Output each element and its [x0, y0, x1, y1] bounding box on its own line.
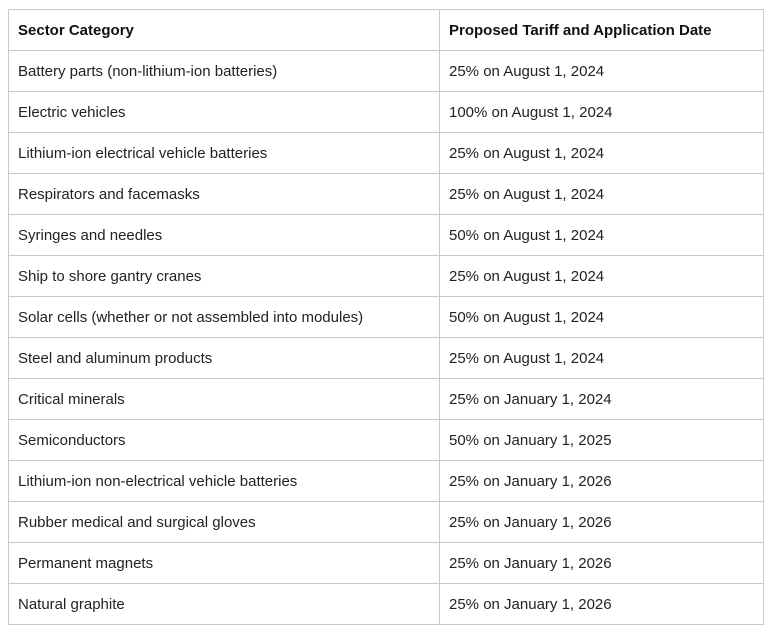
table-row: Electric vehicles 100% on August 1, 2024 — [8, 91, 764, 133]
table-cell: Semiconductors — [8, 419, 440, 461]
table-cell: 25% on August 1, 2024 — [439, 337, 764, 379]
table-cell: 50% on August 1, 2024 — [439, 296, 764, 338]
table-cell: Respirators and facemasks — [8, 173, 440, 215]
table-row: Solar cells (whether or not assembled in… — [8, 296, 764, 338]
table-row: Semiconductors 50% on January 1, 2025 — [8, 419, 764, 461]
table-cell: 25% on January 1, 2026 — [439, 460, 764, 502]
table-cell: 25% on August 1, 2024 — [439, 50, 764, 92]
table-row: Rubber medical and surgical gloves 25% on… — [8, 501, 764, 543]
header-row: Sector Category Proposed Tariff and Appli… — [8, 9, 764, 51]
table-cell: 50% on August 1, 2024 — [439, 214, 764, 256]
table-cell: Battery parts (non-lithium-ion batteries… — [8, 50, 440, 92]
table-row: Critical minerals 25% on January 1, 2024 — [8, 378, 764, 420]
table-body: Battery parts (non-lithium-ion batteries… — [8, 50, 764, 625]
table-cell: Syringes and needles — [8, 214, 440, 256]
table-cell: 25% on January 1, 2024 — [439, 378, 764, 420]
table-row: Lithium-ion non-electrical vehicle batte… — [8, 460, 764, 502]
table-cell: 25% on August 1, 2024 — [439, 132, 764, 174]
table-row: Syringes and needles 50% on August 1, 202… — [8, 214, 764, 256]
table-cell: Steel and aluminum products — [8, 337, 440, 379]
table-cell: Electric vehicles — [8, 91, 440, 133]
table-cell: Lithium-ion non-electrical vehicle batte… — [8, 460, 440, 502]
table-row: Respirators and facemasks 25% on August 1… — [8, 173, 764, 215]
table-cell: Natural graphite — [8, 583, 440, 625]
table-cell: 25% on January 1, 2026 — [439, 542, 764, 584]
table-row: Ship to shore gantry cranes 25% on August… — [8, 255, 764, 297]
table-cell: 50% on January 1, 2025 — [439, 419, 764, 461]
table-row: Natural graphite 25% on January 1, 2026 — [8, 583, 764, 625]
tariff-table: Sector Category Proposed Tariff and Appli… — [8, 9, 764, 625]
table-cell: Lithium-ion electrical vehicle batteries — [8, 132, 440, 174]
table-cell: 100% on August 1, 2024 — [439, 91, 764, 133]
table-cell: 25% on January 1, 2026 — [439, 501, 764, 543]
table-cell: 25% on August 1, 2024 — [439, 255, 764, 297]
table-cell: Rubber medical and surgical gloves — [8, 501, 440, 543]
table-cell: 25% on January 1, 2026 — [439, 583, 764, 625]
table-row: Battery parts (non-lithium-ion batteries… — [8, 50, 764, 92]
table-cell: Solar cells (whether or not assembled in… — [8, 296, 440, 338]
table-cell: Ship to shore gantry cranes — [8, 255, 440, 297]
table-row: Steel and aluminum products 25% on August… — [8, 337, 764, 379]
table-row: Permanent magnets 25% on January 1, 2026 — [8, 542, 764, 584]
header-cell: Proposed Tariff and Application Date — [439, 9, 764, 51]
header-cell: Sector Category — [8, 9, 440, 51]
table-cell: Critical minerals — [8, 378, 440, 420]
table-cell: 25% on August 1, 2024 — [439, 173, 764, 215]
table-row: Lithium-ion electrical vehicle batteries… — [8, 132, 764, 174]
table-cell: Permanent magnets — [8, 542, 440, 584]
